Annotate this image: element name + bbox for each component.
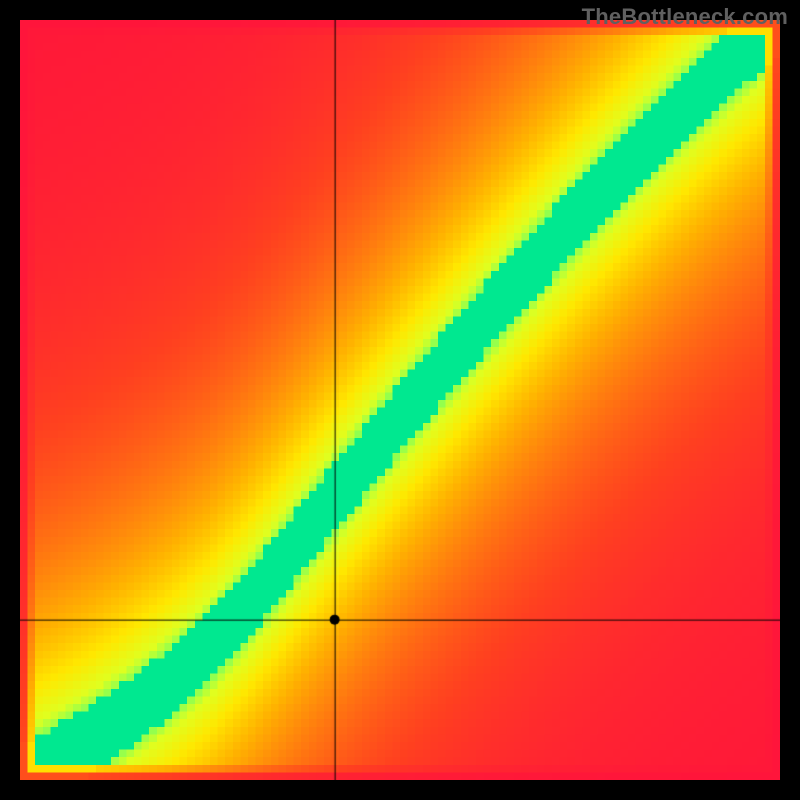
chart-frame: TheBottleneck.com <box>0 0 800 800</box>
crosshair-overlay <box>20 20 780 780</box>
